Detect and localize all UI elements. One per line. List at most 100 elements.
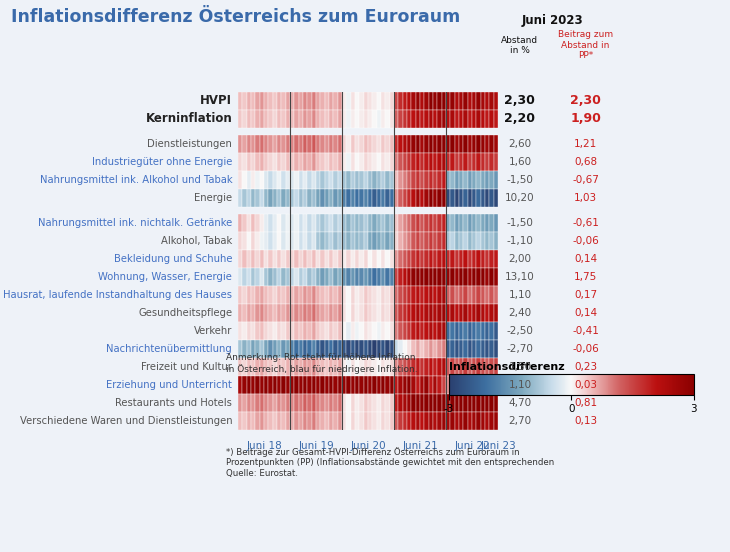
Bar [368,171,372,189]
Bar [285,340,290,358]
Bar [285,214,290,232]
Text: Verkehr: Verkehr [193,326,232,336]
Bar [403,376,407,394]
Text: 2,20: 2,20 [504,113,535,125]
Bar [477,376,480,394]
Bar [429,171,433,189]
Bar [381,412,385,430]
Bar [420,232,424,250]
Bar [285,250,290,268]
Bar [242,110,247,128]
Bar [394,153,399,171]
Bar [477,214,480,232]
Bar [493,322,498,340]
Bar [277,268,281,286]
Bar [424,286,429,304]
Bar [450,171,455,189]
Bar [307,171,312,189]
Text: Bekleidung und Schuhe: Bekleidung und Schuhe [114,254,232,264]
Bar [480,189,485,207]
Bar [334,304,338,322]
Bar [433,135,437,153]
Bar [372,322,377,340]
Bar [285,358,290,376]
Bar [325,412,329,430]
Bar [338,92,342,110]
Bar [489,358,493,376]
Bar [303,286,307,304]
Text: 1,60: 1,60 [508,157,531,167]
Bar [334,214,338,232]
Bar [294,358,299,376]
Bar [429,92,433,110]
Bar [385,322,390,340]
Bar [399,135,403,153]
Bar [472,286,477,304]
Bar [346,394,350,412]
Text: -2,50: -2,50 [507,326,534,336]
Bar [264,340,269,358]
Bar [459,304,464,322]
Bar [251,286,255,304]
Bar [238,376,242,394]
Bar [381,268,385,286]
Bar [446,214,450,232]
Bar [399,171,403,189]
Text: -1,50: -1,50 [507,218,534,228]
Bar [390,394,394,412]
Bar [433,250,437,268]
Bar [472,135,477,153]
Bar [338,232,342,250]
Bar [399,304,403,322]
Bar [450,394,455,412]
Bar [290,250,294,268]
Bar [455,268,459,286]
Bar [355,135,359,153]
Bar [472,322,477,340]
Bar [290,322,294,340]
Text: 2,70: 2,70 [508,416,531,426]
Bar [377,135,381,153]
Bar [242,394,247,412]
Bar [477,358,480,376]
Bar [342,358,346,376]
Bar [316,110,320,128]
Bar [312,340,316,358]
Bar [424,322,429,340]
Bar [312,232,316,250]
Bar [316,340,320,358]
Bar [399,110,403,128]
Text: Beitrag zum
Abstand in
PP*: Beitrag zum Abstand in PP* [558,30,613,60]
Bar [264,92,269,110]
Bar [359,412,364,430]
Bar [464,376,468,394]
Bar [338,358,342,376]
Bar [264,358,269,376]
Bar [429,189,433,207]
Bar [338,214,342,232]
Text: Kerninflation: Kerninflation [145,113,232,125]
Bar [415,286,420,304]
Bar [247,189,251,207]
Bar [493,340,498,358]
Text: 0,03: 0,03 [574,380,597,390]
Bar [320,304,325,322]
Bar [381,92,385,110]
Bar [485,304,489,322]
Bar [355,250,359,268]
Bar [269,340,273,358]
Bar [346,340,350,358]
Bar [303,214,307,232]
Text: 0,14: 0,14 [574,254,597,264]
Bar [493,232,498,250]
Bar [277,110,281,128]
Bar [446,171,450,189]
Bar [407,171,411,189]
Bar [320,394,325,412]
Bar [342,250,346,268]
Bar [285,92,290,110]
Bar [424,268,429,286]
Bar [394,189,399,207]
Bar [277,214,281,232]
Text: Industriegüter ohne Energie: Industriegüter ohne Energie [92,157,232,167]
